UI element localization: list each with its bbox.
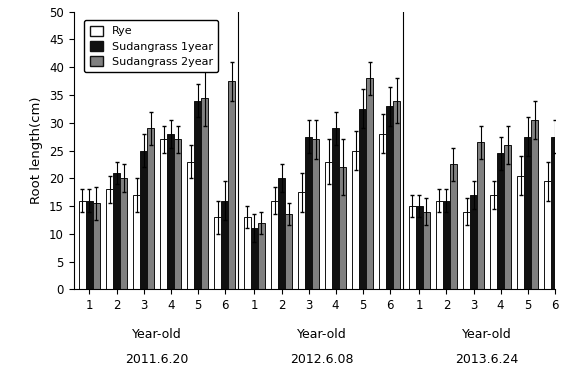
Bar <box>214 217 221 289</box>
Bar <box>366 78 373 289</box>
Bar <box>113 173 120 289</box>
Bar <box>244 217 251 289</box>
Bar <box>524 137 531 289</box>
Bar <box>174 140 181 289</box>
Bar <box>298 192 305 289</box>
Bar <box>416 206 423 289</box>
Bar <box>544 181 551 289</box>
Bar <box>409 206 416 289</box>
Bar <box>504 145 511 289</box>
Bar <box>120 178 127 289</box>
Bar <box>147 128 154 289</box>
Bar <box>221 201 228 289</box>
Bar <box>201 98 208 289</box>
Bar <box>386 106 393 289</box>
Bar <box>450 164 457 289</box>
Bar <box>393 100 400 289</box>
Bar <box>312 140 319 289</box>
Bar <box>278 178 285 289</box>
Bar <box>359 109 366 289</box>
Bar <box>228 81 235 289</box>
Bar <box>167 134 174 289</box>
Bar <box>517 176 524 289</box>
Bar <box>497 153 504 289</box>
Bar <box>339 167 346 289</box>
Bar <box>490 195 497 289</box>
Bar <box>194 100 201 289</box>
Bar <box>352 151 359 289</box>
Bar <box>463 212 470 289</box>
Bar <box>477 142 484 289</box>
Bar <box>133 195 140 289</box>
Bar <box>285 214 292 289</box>
Text: Year-old: Year-old <box>297 328 347 341</box>
Bar <box>379 134 386 289</box>
Text: 2013.6.24: 2013.6.24 <box>456 353 518 366</box>
Text: Year-old: Year-old <box>132 328 182 341</box>
Bar <box>551 137 558 289</box>
Text: 2011.6.20: 2011.6.20 <box>126 353 189 366</box>
Bar <box>93 203 100 289</box>
Text: Year-old: Year-old <box>462 328 512 341</box>
Bar <box>187 161 194 289</box>
Bar <box>305 137 312 289</box>
Bar <box>332 128 339 289</box>
Y-axis label: Root length(cm): Root length(cm) <box>31 97 44 204</box>
Bar <box>160 140 167 289</box>
Bar <box>423 212 430 289</box>
Bar <box>106 189 113 289</box>
Legend: Rye, Sudangrass 1year, Sudangrass 2year: Rye, Sudangrass 1year, Sudangrass 2year <box>84 20 218 72</box>
Bar <box>325 161 332 289</box>
Bar <box>558 134 565 289</box>
Bar <box>531 120 538 289</box>
Bar <box>79 201 86 289</box>
Bar <box>470 195 477 289</box>
Bar <box>436 201 443 289</box>
Bar <box>258 223 265 289</box>
Bar <box>251 228 258 289</box>
Bar <box>271 201 278 289</box>
Bar <box>140 151 147 289</box>
Text: 2012.6.08: 2012.6.08 <box>290 353 354 366</box>
Bar <box>86 201 93 289</box>
Bar <box>443 201 450 289</box>
